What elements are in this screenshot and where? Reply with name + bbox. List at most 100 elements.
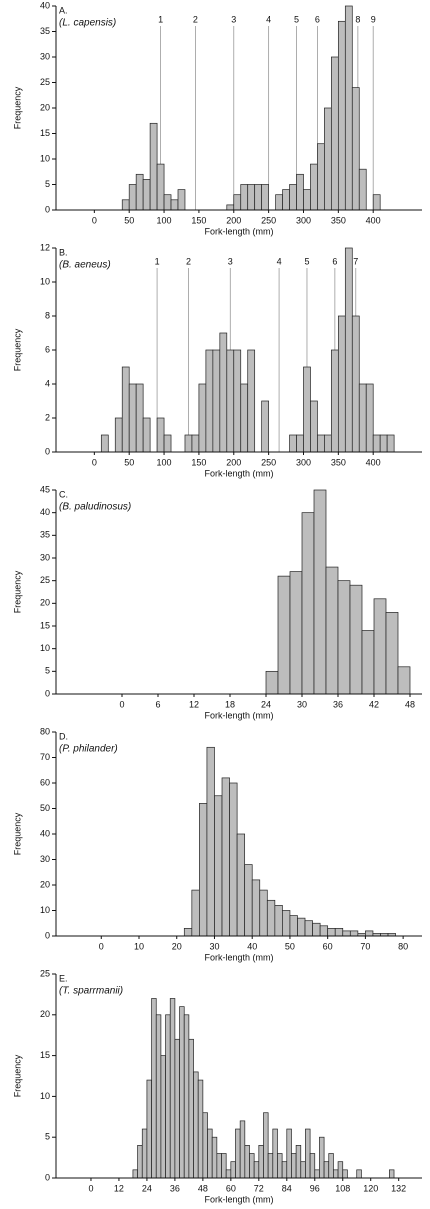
y-tick-label: 25 [40, 575, 50, 585]
bar [247, 349, 256, 453]
y-tick-label: 40 [40, 828, 50, 838]
bar [373, 598, 387, 695]
y-tick-label: 40 [40, 507, 50, 517]
panel: 0 5 10 15 20 25 0 12 24 36 48 60 72 84 96 108 120 132 E. (T… [12, 968, 422, 1204]
x-tick-label: 108 [335, 1183, 350, 1193]
bar [205, 349, 214, 453]
bar [149, 122, 158, 211]
marker-label: 4 [277, 256, 282, 266]
marker-label: 6 [315, 14, 320, 24]
bar [337, 1161, 344, 1179]
bar [174, 1038, 180, 1179]
y-tick-label: 15 [40, 128, 50, 138]
bar [207, 1128, 213, 1179]
bar [303, 366, 311, 453]
bar [265, 670, 279, 695]
bar [251, 879, 261, 937]
bar [310, 163, 318, 211]
y-axis-label: Frequency [12, 1054, 22, 1097]
bar [100, 434, 109, 453]
bar [303, 189, 311, 211]
y-axis-label: Frequency [12, 328, 22, 371]
bar [244, 864, 253, 937]
bar [309, 1153, 316, 1179]
bar [263, 1112, 269, 1179]
x-tick-label: 250 [261, 457, 276, 467]
bar [266, 899, 276, 937]
y-tick-label: 20 [40, 598, 50, 608]
bar [277, 1153, 283, 1179]
bar [310, 400, 318, 453]
bar [342, 930, 351, 937]
y-tick-label: 10 [40, 276, 50, 286]
panel: 0 10 20 30 40 50 60 70 80 0 10 20 30 40 50 60 70 80 D. (P. … [12, 726, 422, 962]
bar [272, 1128, 278, 1179]
y-tick-label: 12 [40, 242, 50, 252]
bar [324, 107, 332, 211]
y-tick-label: 15 [40, 1050, 50, 1060]
bar [351, 315, 360, 453]
bar [325, 566, 339, 695]
bar [163, 194, 172, 211]
x-tick-label: 300 [296, 457, 311, 467]
x-axis-label: Fork-length (mm) [204, 226, 273, 236]
y-tick-label: 5 [45, 179, 50, 189]
y-tick-label: 15 [40, 620, 50, 630]
x-tick-label: 48 [198, 1183, 208, 1193]
bar [160, 1055, 166, 1179]
x-tick-label: 70 [360, 941, 370, 951]
marker-label: 3 [231, 14, 236, 24]
y-tick-label: 70 [40, 752, 50, 762]
bar [365, 383, 374, 453]
bar [337, 20, 346, 211]
y-tick-label: 8 [45, 310, 50, 320]
bar [183, 1014, 190, 1179]
bar [337, 315, 346, 453]
bar [304, 920, 313, 937]
bar [312, 922, 321, 937]
bar [121, 199, 130, 211]
x-tick-label: 12 [114, 1183, 124, 1193]
x-axis-label: Fork-length (mm) [204, 1194, 273, 1204]
marker-label: 1 [158, 14, 163, 24]
bar [165, 1014, 171, 1179]
bar [202, 1112, 208, 1179]
bar [233, 194, 242, 211]
bar [142, 179, 151, 211]
bar [211, 1136, 218, 1179]
bar [305, 1128, 311, 1179]
marker-label: 6 [332, 256, 337, 266]
panel-label: E. [59, 973, 68, 983]
bar [351, 87, 360, 211]
bar [135, 383, 144, 453]
bar [128, 184, 137, 211]
marker-label: 3 [228, 256, 233, 266]
panel-title: (B. aeneus) [59, 260, 111, 271]
x-tick-label: 300 [296, 215, 311, 225]
panel-title: (P. philander) [59, 744, 118, 755]
bar [244, 1145, 250, 1179]
bar [289, 571, 303, 695]
y-axis-label: Frequency [12, 86, 22, 129]
bar [372, 434, 381, 453]
marker-label: 2 [186, 256, 191, 266]
bar [313, 489, 327, 695]
bar [179, 1006, 185, 1179]
x-tick-label: 18 [225, 699, 235, 709]
bar [361, 630, 375, 695]
bar [331, 56, 339, 211]
marker-label: 9 [371, 14, 376, 24]
bar [247, 184, 256, 211]
x-tick-label: 100 [157, 215, 172, 225]
x-tick-label: 400 [366, 457, 381, 467]
y-tick-label: 0 [45, 930, 50, 940]
bar [295, 1145, 302, 1179]
bar [342, 1169, 348, 1179]
panel-title: (T. sparrmanii) [59, 986, 123, 997]
bar [386, 434, 395, 453]
bar [239, 1120, 246, 1179]
bar [253, 1161, 260, 1179]
bar [121, 366, 130, 453]
